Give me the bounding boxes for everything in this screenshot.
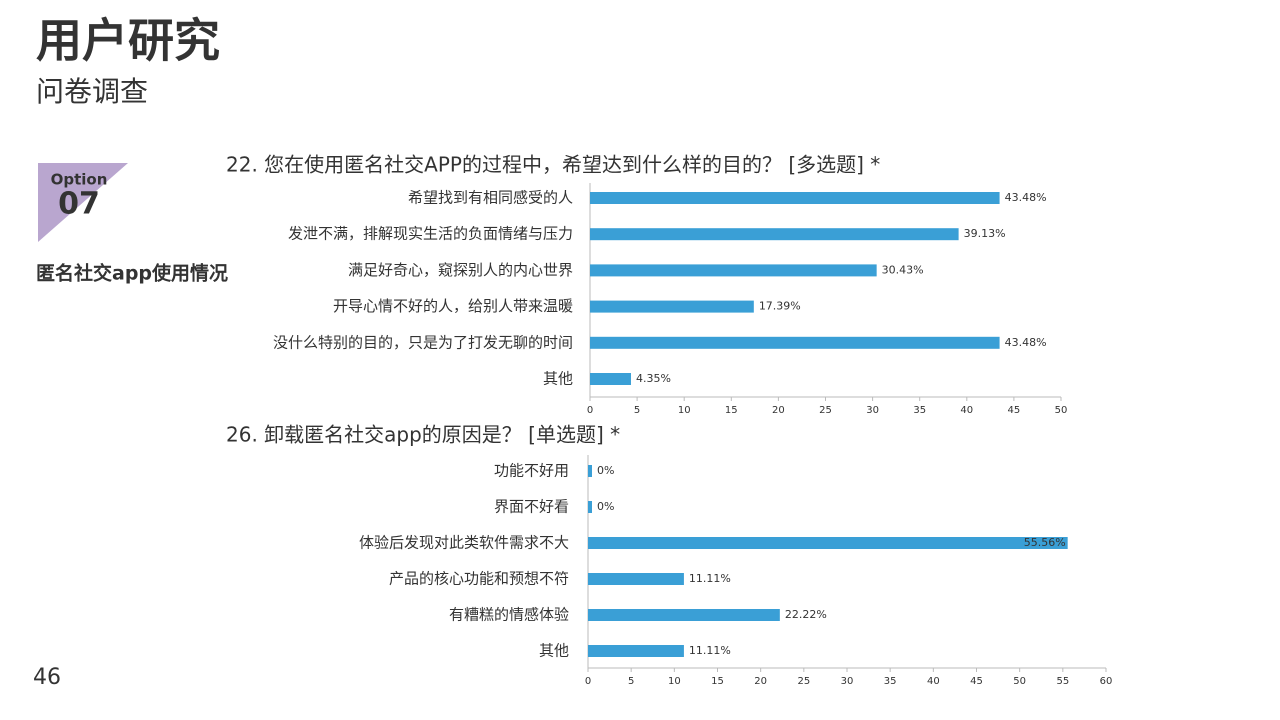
x-tick-label: 60	[1100, 676, 1113, 687]
value-label: 17.39%	[759, 300, 801, 313]
x-tick-label: 0	[585, 676, 591, 687]
x-tick-label: 50	[1013, 676, 1026, 687]
category-label: 体验后发现对此类软件需求不大	[359, 534, 569, 552]
x-tick-label: 0	[587, 405, 593, 416]
x-tick-label: 20	[754, 676, 767, 687]
chart-title: 22. 您在使用匿名社交APP的过程中，希望达到什么样的目的？ [多选题] *	[226, 153, 880, 177]
value-label: 55.56%	[1024, 536, 1066, 549]
x-tick-label: 35	[913, 405, 926, 416]
category-label: 没什么特别的目的，只是为了打发无聊的时间	[273, 333, 573, 351]
option-badge	[38, 163, 128, 242]
bar	[590, 300, 754, 313]
section-heading: 匿名社交app使用情况	[36, 262, 228, 285]
bar	[588, 501, 592, 513]
bar	[588, 465, 592, 477]
category-label: 发泄不满，排解现实生活的负面情绪与压力	[288, 225, 573, 243]
category-label: 希望找到有相同感受的人	[408, 189, 573, 207]
category-label: 界面不好看	[494, 498, 569, 516]
x-tick-label: 55	[1056, 676, 1069, 687]
value-label: 0%	[597, 500, 614, 513]
bar	[590, 228, 959, 241]
value-label: 22.22%	[785, 608, 827, 621]
x-tick-label: 25	[797, 676, 810, 687]
option-label: Option	[51, 171, 108, 189]
bar	[588, 645, 684, 657]
category-label: 满足好奇心，窥探别人的内心世界	[348, 261, 573, 279]
category-label: 开导心情不好的人，给别人带来温暖	[333, 297, 573, 315]
category-label: 有糟糕的情感体验	[449, 606, 569, 624]
bar	[588, 609, 780, 621]
x-tick-label: 20	[772, 405, 785, 416]
x-tick-label: 35	[884, 676, 897, 687]
x-tick-label: 25	[819, 405, 832, 416]
bar	[588, 573, 684, 585]
x-tick-label: 5	[634, 405, 640, 416]
x-tick-label: 10	[678, 405, 691, 416]
x-tick-label: 45	[1008, 405, 1021, 416]
x-tick-label: 15	[725, 405, 738, 416]
x-tick-label: 30	[866, 405, 879, 416]
bar	[590, 373, 631, 385]
x-tick-label: 40	[927, 676, 940, 687]
value-label: 30.43%	[882, 263, 924, 276]
bar	[590, 264, 877, 277]
chart-title: 26. 卸载匿名社交app的原因是？ [单选题] *	[226, 423, 620, 447]
bar	[588, 537, 1068, 549]
category-label: 功能不好用	[494, 462, 569, 480]
value-label: 43.48%	[1005, 336, 1047, 349]
value-label: 4.35%	[636, 372, 671, 385]
x-tick-label: 15	[711, 676, 724, 687]
value-label: 0%	[597, 464, 614, 477]
category-label: 其他	[539, 642, 569, 660]
option-number: 07	[58, 187, 100, 222]
x-tick-label: 5	[628, 676, 634, 687]
x-tick-label: 45	[970, 676, 983, 687]
page-number: 46	[33, 665, 61, 690]
value-label: 11.11%	[689, 644, 731, 657]
value-label: 43.48%	[1005, 191, 1047, 204]
category-label: 其他	[543, 370, 573, 388]
bar	[590, 336, 1000, 349]
value-label: 11.11%	[689, 572, 731, 585]
x-tick-label: 40	[960, 405, 973, 416]
bar	[590, 192, 1000, 204]
x-tick-label: 30	[841, 676, 854, 687]
value-label: 39.13%	[964, 227, 1006, 240]
x-tick-label: 50	[1055, 405, 1068, 416]
slide-subtitle: 问卷调查	[36, 75, 148, 108]
category-label: 产品的核心功能和预想不符	[389, 570, 569, 588]
slide-title: 用户研究	[36, 14, 220, 68]
x-tick-label: 10	[668, 676, 681, 687]
